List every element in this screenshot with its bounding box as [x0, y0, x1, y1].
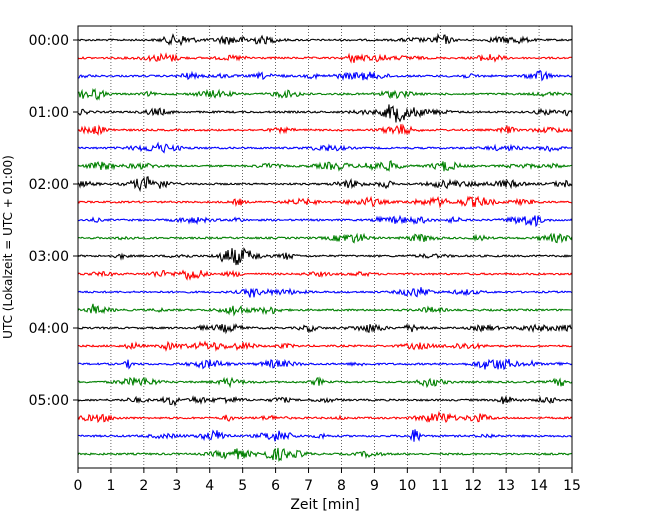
x-tick-label: 5: [238, 478, 247, 494]
x-tick-label: 3: [172, 478, 181, 494]
y-tick-label: 01:00: [29, 105, 69, 121]
trace-12: [77, 246, 573, 266]
trace-10: [77, 214, 573, 228]
plot-background: [78, 26, 572, 468]
trace-7: [77, 160, 573, 172]
y-tick-label: 00:00: [29, 33, 69, 49]
x-tick-label: 0: [74, 478, 83, 494]
trace-18: [77, 358, 573, 371]
trace-9: [77, 195, 573, 209]
y-tick-label: 03:00: [29, 249, 69, 265]
trace-19: [77, 376, 573, 389]
trace-6: [77, 141, 573, 154]
x-tick-label: 9: [370, 478, 379, 494]
x-tick-label: 8: [337, 478, 346, 494]
trace-4: [77, 104, 573, 123]
x-axis-label: Zeit [min]: [290, 497, 359, 513]
trace-2: [77, 69, 573, 82]
trace-15: [77, 303, 573, 317]
y-tick-label: 02:00: [29, 177, 69, 193]
x-tick-label: 14: [530, 478, 548, 494]
y-axis: 00:00 01:00 02:00 03:00 04:00 05:00: [29, 33, 78, 409]
x-tick-label: 1: [106, 478, 115, 494]
x-tick-label: 12: [464, 478, 482, 494]
x-axis: 0 1 2 3 4 5 6 7 8 9 10 11 12 13 14 15: [74, 468, 581, 494]
trace-3: [77, 87, 573, 101]
y-axis-label: UTC (Lokalzeit = UTC + 01:00): [1, 155, 15, 339]
trace-20: [77, 395, 573, 407]
y-tick-label: 05:00: [29, 393, 69, 409]
trace-22: [77, 429, 573, 442]
trace-group: [77, 32, 573, 462]
x-tick-label: 13: [497, 478, 515, 494]
trace-14: [77, 287, 573, 298]
y-tick-label: 04:00: [29, 321, 69, 337]
x-tick-label: 11: [431, 478, 449, 494]
trace-1: [77, 52, 573, 64]
x-tick-label: 15: [563, 478, 581, 494]
trace-13: [77, 269, 573, 281]
trace-8: [77, 176, 573, 193]
trace-0: [77, 32, 573, 47]
x-tick-label: 10: [398, 478, 416, 494]
trace-23: [77, 447, 573, 462]
x-tick-label: 6: [271, 478, 280, 494]
x-tick-label: 2: [139, 478, 148, 494]
x-tick-label: 4: [205, 478, 214, 494]
trace-16: [77, 323, 573, 335]
x-tick-label: 7: [304, 478, 313, 494]
plot-frame: [77, 25, 573, 469]
trace-21: [77, 410, 573, 424]
trace-5: [77, 123, 573, 136]
trace-17: [77, 340, 573, 352]
trace-11: [77, 232, 573, 244]
